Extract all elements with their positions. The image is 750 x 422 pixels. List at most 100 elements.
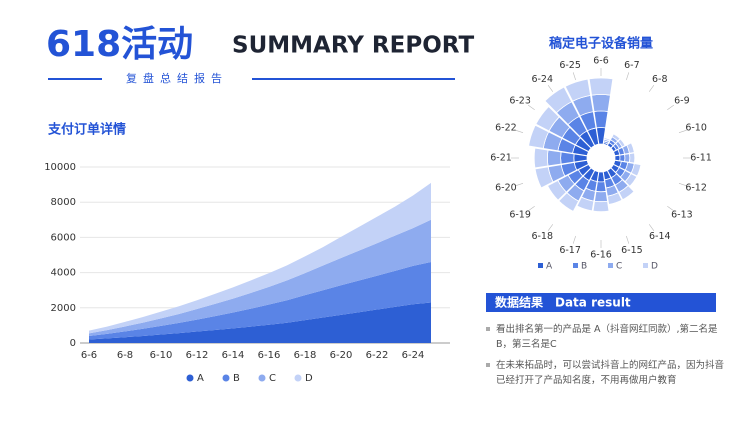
polar-bar bbox=[533, 147, 549, 169]
label-leader bbox=[528, 205, 535, 212]
polar-label: 6-8 bbox=[652, 74, 668, 85]
label-leader bbox=[515, 183, 524, 187]
legend-label: D bbox=[651, 262, 658, 272]
polar-bar bbox=[619, 154, 626, 162]
label-leader bbox=[547, 224, 554, 231]
polar-bar bbox=[614, 154, 621, 162]
polar-bar bbox=[592, 200, 610, 212]
polar-label: 6-10 bbox=[685, 123, 707, 134]
legend-label: C bbox=[269, 373, 276, 384]
polar-label: 6-11 bbox=[690, 153, 712, 164]
area bbox=[89, 302, 431, 343]
polar-label: 6-9 bbox=[674, 95, 690, 106]
legend-marker bbox=[643, 263, 648, 268]
polar-bar bbox=[547, 149, 562, 167]
polar-bar bbox=[624, 173, 638, 187]
result-header bbox=[486, 293, 716, 312]
polar-bar bbox=[535, 105, 560, 132]
legend-marker bbox=[538, 263, 543, 268]
y-tick-label: 8000 bbox=[51, 197, 76, 208]
polar-label: 6-23 bbox=[509, 95, 531, 106]
y-tick-label: 4000 bbox=[51, 268, 76, 279]
label-leader bbox=[667, 205, 674, 212]
label-leader bbox=[547, 85, 554, 92]
area bbox=[89, 219, 431, 336]
polar-bar bbox=[606, 192, 623, 205]
legend-marker bbox=[573, 263, 578, 268]
polar-label: 6-19 bbox=[509, 210, 531, 221]
area bbox=[89, 262, 431, 340]
polar-label: 6-14 bbox=[649, 231, 671, 242]
polar-bar bbox=[588, 77, 614, 96]
legend-label: C bbox=[616, 262, 622, 272]
polar-label: 6-18 bbox=[531, 231, 553, 242]
x-tick-label: 6-6 bbox=[81, 350, 97, 361]
polar-bar bbox=[576, 196, 595, 212]
x-tick-label: 6-10 bbox=[150, 350, 173, 361]
label-leader bbox=[648, 85, 655, 92]
label-leader bbox=[678, 129, 687, 133]
title: 618活动 bbox=[46, 24, 193, 65]
label-leader bbox=[626, 235, 630, 244]
legend-label: B bbox=[581, 262, 587, 272]
chart-title: 支付订单详情 bbox=[47, 122, 126, 138]
chart-title: 稿定电子设备销量 bbox=[549, 36, 653, 52]
polar-bar bbox=[626, 142, 635, 154]
legend-marker bbox=[294, 374, 302, 382]
legend-label: A bbox=[546, 262, 553, 272]
rule-gap bbox=[102, 70, 252, 88]
label-leader bbox=[626, 72, 630, 81]
polar-bar bbox=[630, 163, 642, 177]
polar-bar bbox=[618, 185, 635, 201]
label-leader bbox=[648, 224, 655, 231]
x-tick-label: 6-24 bbox=[402, 350, 425, 361]
x-tick-label: 6-12 bbox=[186, 350, 209, 361]
polar-bar bbox=[611, 133, 621, 142]
polar-bar bbox=[528, 124, 550, 149]
subtitle: SUMMARY REPORT bbox=[232, 33, 474, 59]
legend-marker bbox=[186, 374, 194, 382]
result-point: 在未来拓品时，可以尝试抖音上的网红产品，因为抖音已经打开了产品知名度，不用再做用… bbox=[486, 358, 728, 388]
polar-label: 6-24 bbox=[531, 74, 553, 85]
polar-bar bbox=[591, 94, 611, 112]
x-tick-label: 6-14 bbox=[222, 350, 245, 361]
result-title-en: Data result bbox=[555, 296, 631, 310]
label-leader bbox=[515, 129, 524, 133]
y-tick-label: 0 bbox=[70, 338, 76, 349]
polar-bar bbox=[560, 151, 575, 165]
polar-label: 6-13 bbox=[671, 210, 693, 221]
result-point: 看出排名第一的产品是 A（抖音网红同款）,第二名是 B，第三名是C bbox=[486, 322, 728, 352]
x-tick-label: 6-22 bbox=[366, 350, 389, 361]
legend-marker bbox=[222, 374, 230, 382]
polar-bar bbox=[624, 153, 631, 163]
label-leader bbox=[678, 183, 687, 187]
tagline: 复盘总结报告 bbox=[126, 71, 228, 85]
polar-label: 6-20 bbox=[495, 182, 517, 193]
legend-label: B bbox=[233, 373, 240, 384]
label-leader bbox=[572, 235, 576, 244]
polar-label: 6-15 bbox=[621, 245, 643, 256]
legend-label: A bbox=[197, 373, 204, 384]
polar-label: 6-22 bbox=[495, 123, 517, 134]
label-leader bbox=[667, 104, 674, 111]
polar-label: 6-6 bbox=[593, 56, 609, 67]
y-tick-label: 10000 bbox=[44, 162, 76, 173]
x-tick-label: 6-18 bbox=[294, 350, 317, 361]
polar-bar bbox=[558, 192, 580, 212]
polar-label: 6-7 bbox=[624, 60, 640, 71]
polar-bar bbox=[595, 181, 607, 193]
polar-bar bbox=[629, 152, 636, 164]
label-leader bbox=[572, 72, 576, 81]
polar-label: 6-25 bbox=[559, 60, 581, 71]
polar-label: 6-16 bbox=[590, 250, 612, 261]
polar-bar bbox=[594, 190, 608, 203]
polar-bar bbox=[534, 166, 554, 189]
result-title: 数据结果 bbox=[495, 295, 543, 310]
x-tick-label: 6-16 bbox=[258, 350, 281, 361]
legend-marker bbox=[258, 374, 266, 382]
polar-label: 6-12 bbox=[685, 182, 707, 193]
polar-label: 6-17 bbox=[559, 245, 581, 256]
polar-bar bbox=[564, 78, 591, 102]
